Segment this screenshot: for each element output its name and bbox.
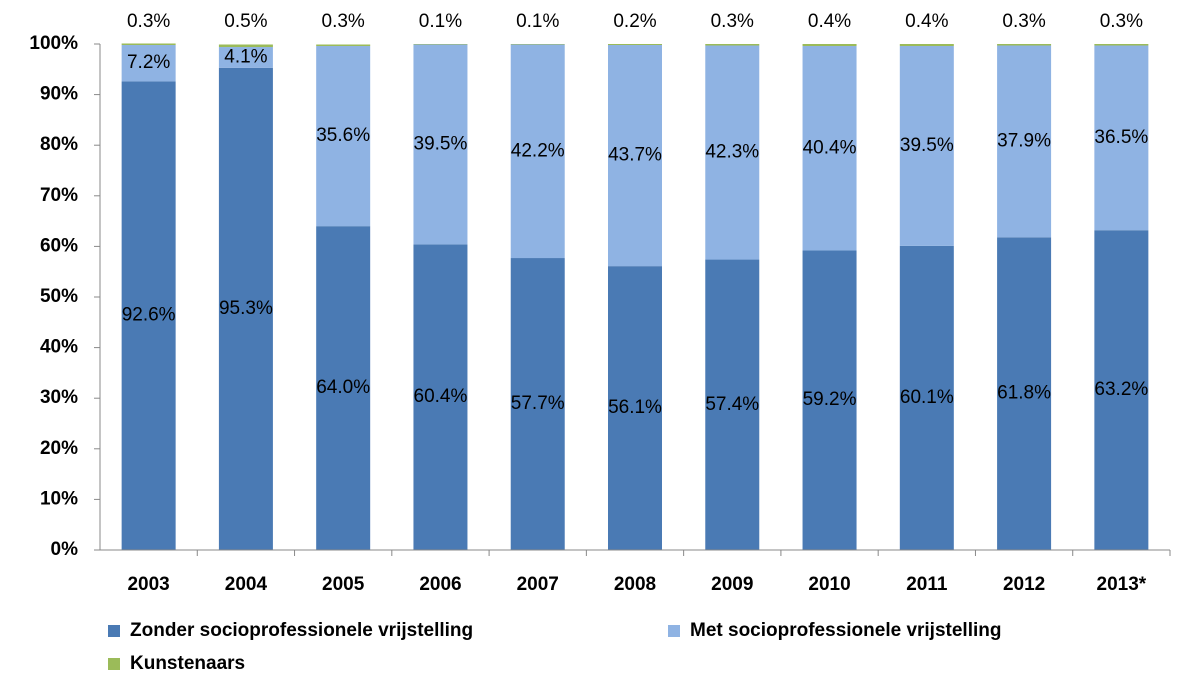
y-tick-label: 0% [51,539,79,560]
data-label: 64.0% [316,377,370,398]
bar-segment [510,258,565,550]
legend-swatch [108,625,120,637]
bar-segment [997,45,1052,238]
bar-segment [802,46,857,251]
bar-segment [413,44,468,45]
y-tick-label: 10% [40,488,78,509]
y-tick-label: 100% [29,33,78,54]
x-tick-label: 2007 [517,574,559,595]
data-label: 0.5% [224,11,267,32]
data-label: 39.5% [414,133,468,154]
y-tick-label: 60% [40,235,78,256]
x-tick-label: 2006 [419,574,461,595]
data-label: 0.4% [808,11,851,32]
legend-label: Zonder socioprofessionele vrijstelling [130,620,473,641]
data-label: 95.3% [219,298,273,319]
bar-segment [899,46,954,246]
data-label: 0.3% [322,11,365,32]
y-tick-label: 20% [40,438,78,459]
legend-label: Met socioprofessionele vrijstelling [690,620,1001,641]
bar-segment [1094,230,1149,550]
bar-segment [510,44,565,45]
bar-segment [1094,45,1149,231]
data-label: 43.7% [608,145,662,166]
data-label: 39.5% [900,135,954,156]
data-label: 0.3% [711,11,754,32]
bar-segment [218,44,273,48]
x-tick-label: 2003 [127,574,169,595]
bar-segment [899,44,954,47]
y-tick-label: 80% [40,134,78,155]
data-label: 57.7% [511,393,565,414]
data-label: 59.2% [803,389,857,410]
data-label: 7.2% [127,52,170,73]
x-tick-label: 2013* [1097,574,1147,595]
y-tick-label: 30% [40,387,78,408]
x-tick-label: 2012 [1003,574,1045,595]
bar-segment [316,44,371,47]
data-label: 61.8% [997,383,1051,404]
data-label: 42.2% [511,140,565,161]
data-label: 60.1% [900,387,954,408]
y-tick-label: 70% [40,185,78,206]
bar-segment [316,46,371,227]
y-tick-label: 50% [40,286,78,307]
bar-segment [705,259,760,550]
bar-segment [608,266,662,550]
bar-segment [218,67,273,551]
y-tick-label: 40% [40,337,78,358]
bar-segment [802,44,857,47]
bar-segment [608,45,662,267]
data-label: 36.5% [1094,127,1148,148]
legend-label: Kunstenaars [130,653,245,674]
bar-segment [705,44,760,46]
bar-segment [218,47,273,68]
bar-segment [705,45,760,260]
bar-segment [802,250,857,550]
y-tick-label: 90% [40,84,78,105]
x-tick-label: 2011 [906,574,948,595]
data-label: 35.6% [316,125,370,146]
bar-segment [997,44,1052,46]
bar-segment [899,245,954,551]
x-tick-label: 2005 [322,574,365,595]
data-label: 63.2% [1094,379,1148,400]
data-label: 56.1% [608,397,662,418]
bar-segment [413,244,468,550]
bar-segment [510,44,565,259]
data-label: 0.3% [1100,11,1143,32]
bar-segment [316,226,371,550]
data-label: 0.3% [1002,11,1045,32]
bar-segment [1094,44,1149,46]
data-label: 40.4% [803,137,857,158]
data-label: 0.2% [613,11,656,32]
data-label: 0.1% [516,11,559,32]
x-tick-label: 2004 [225,574,268,595]
bar-segment [413,44,468,245]
data-label: 57.4% [705,394,759,415]
data-label: 0.3% [127,11,170,32]
x-tick-label: 2010 [808,574,850,595]
data-label: 60.4% [414,386,468,407]
data-label: 37.9% [997,130,1051,151]
bar-segment [121,43,176,46]
legend-swatch [668,625,680,637]
bar-segment [608,44,662,46]
legend-swatch [108,658,120,670]
x-tick-label: 2008 [614,574,656,595]
data-label: 0.4% [905,11,948,32]
x-tick-label: 2009 [711,574,753,595]
data-label: 42.3% [705,142,759,163]
bar-segment [997,237,1052,551]
data-label: 0.1% [419,11,462,32]
bar-segment [121,81,176,550]
data-label: 4.1% [224,46,267,67]
bar-segment [121,45,176,82]
data-label: 92.6% [122,305,176,326]
